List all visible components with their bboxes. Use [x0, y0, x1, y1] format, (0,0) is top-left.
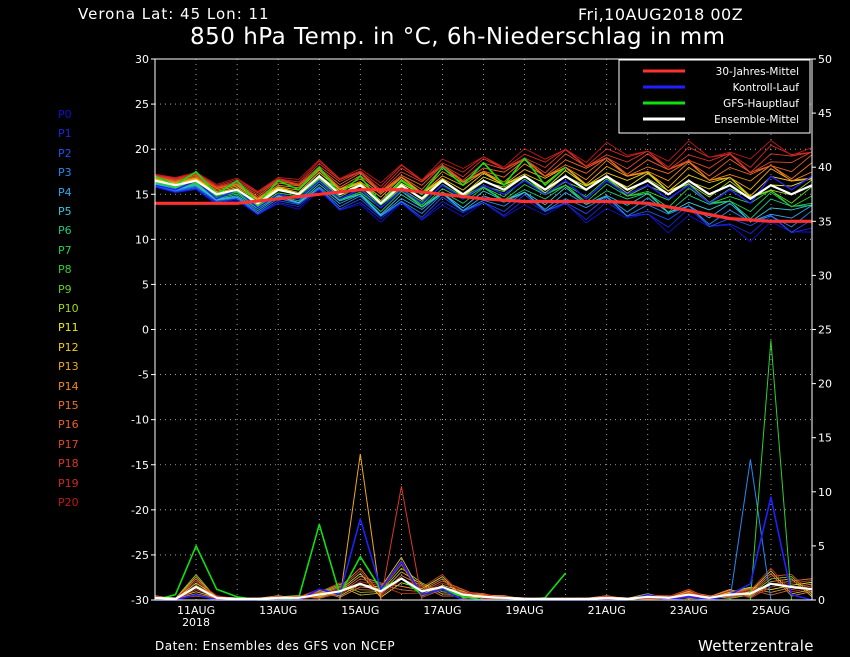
- legend-label: 30-Jahres-Mittel: [716, 66, 799, 78]
- member-label-p19: P19: [58, 476, 79, 490]
- member-label-p4: P4: [58, 185, 72, 199]
- member-label-p16: P16: [58, 418, 79, 432]
- y-left-tick-label: 30: [135, 53, 149, 66]
- x-year-label: 2018: [182, 616, 210, 629]
- member-label-p12: P12: [58, 340, 79, 354]
- member-label-p6: P6: [58, 224, 72, 238]
- y-left-ticks: 30 25 20 15 10 5 0 -5 -10 -15 -20 -25 -30: [131, 53, 155, 607]
- y-right-tick-label: 45: [818, 107, 832, 120]
- x-tick-label: 17AUG: [423, 604, 461, 617]
- member-precip-peak: [729, 459, 772, 601]
- member-label-p11: P11: [58, 321, 79, 335]
- y-right-tick-label: 5: [818, 540, 825, 553]
- y-left-tick-label: -10: [131, 414, 149, 427]
- y-left-tick-label: -25: [131, 549, 149, 562]
- member-temp-line: [154, 157, 813, 199]
- ensemble-mean-precip-line: [154, 577, 813, 601]
- y-left-tick-label: 15: [135, 188, 149, 201]
- member-precip-peak: [380, 486, 423, 601]
- x-axis-ticks: 11AUG 13AUG 15AUG 17AUG 19AUG 21AUG 23AUG 25AUG…: [177, 604, 790, 629]
- data-credit: Daten: Ensembles des GFS von NCEP: [155, 639, 396, 653]
- member-temp-line: [154, 159, 813, 200]
- y-left-tick-label: -30: [131, 594, 149, 607]
- grid-lines: [155, 59, 812, 600]
- member-label-p2: P2: [58, 146, 72, 160]
- y-left-tick-label: 5: [142, 278, 149, 291]
- y-left-tick-label: -15: [131, 459, 149, 472]
- y-left-tick-label: -5: [138, 369, 149, 382]
- member-label-p8: P8: [58, 263, 72, 277]
- member-label-p17: P17: [58, 437, 79, 451]
- y-right-tick-label: 50: [818, 53, 832, 66]
- member-label-p14: P14: [58, 379, 79, 393]
- x-tick-label: 25AUG: [752, 604, 790, 617]
- gfs-main-precip-line: [154, 523, 567, 601]
- legend-label: GFS-Hauptlauf: [723, 98, 799, 110]
- legend-label: Kontroll-Lauf: [733, 82, 800, 94]
- y-left-tick-label: 20: [135, 143, 149, 156]
- y-left-tick-label: 10: [135, 233, 149, 246]
- y-right-tick-label: 10: [818, 486, 832, 499]
- y-right-tick-label: 30: [818, 269, 832, 282]
- member-temp-line: [154, 183, 813, 223]
- legend-label: Ensemble-Mittel: [714, 114, 799, 126]
- chart-title: 850 hPa Temp. in °C, 6h-Niederschlag in …: [190, 24, 726, 50]
- member-label-p9: P9: [58, 282, 72, 296]
- member-label-p20: P20: [58, 496, 79, 509]
- x-tick-label: 21AUG: [588, 604, 626, 617]
- gfs-main-temp-line: [154, 157, 567, 205]
- member-label-p15: P15: [58, 399, 79, 412]
- member-label-p3: P3: [58, 166, 72, 180]
- y-right-tick-label: 40: [818, 161, 832, 174]
- location-label: Verona Lat: 45 Lon: 11: [78, 5, 270, 23]
- member-label-p7: P7: [58, 243, 72, 257]
- member-label-p13: P13: [58, 360, 79, 374]
- y-right-tick-label: 20: [818, 378, 832, 391]
- y-right-tick-label: 35: [818, 215, 832, 228]
- member-temp-line: [154, 185, 813, 233]
- member-label-p18: P18: [58, 457, 79, 471]
- y-right-tick-label: 0: [818, 594, 825, 607]
- x-tick-label: 19AUG: [506, 604, 544, 617]
- member-precip-peak: [339, 453, 382, 601]
- climate-mean-line: [155, 188, 812, 223]
- x-tick-label: 13AUG: [259, 604, 297, 617]
- plot-frame: [154, 58, 813, 601]
- member-temp-line: [154, 149, 813, 194]
- x-tick-label: 23AUG: [670, 604, 708, 617]
- member-temp-line: [154, 154, 813, 197]
- member-label-p0: P0: [58, 108, 72, 121]
- member-precip-peak: [749, 340, 792, 601]
- member-label-p5: P5: [58, 205, 72, 218]
- legend: 30-Jahres-Mittel Kontroll-Lauf GFS-Hauptla…: [618, 59, 811, 134]
- y-right-tick-label: 25: [818, 324, 832, 337]
- x-tick-label: 11AUG: [177, 604, 215, 617]
- y-right-tick-label: 15: [818, 432, 832, 445]
- member-label-p1: P1: [58, 127, 72, 141]
- brand-label: Wetterzentrale: [698, 637, 814, 655]
- run-date: Fri,10AUG2018 00Z: [578, 5, 744, 24]
- x-tick-label: 15AUG: [341, 604, 379, 617]
- y-left-tick-label: 25: [135, 98, 149, 111]
- y-left-tick-label: 0: [142, 324, 149, 337]
- member-label-p10: P10: [58, 302, 79, 315]
- y-left-tick-label: -20: [131, 504, 149, 517]
- control-temp-line: [154, 175, 813, 209]
- member-temp-line: [154, 139, 813, 192]
